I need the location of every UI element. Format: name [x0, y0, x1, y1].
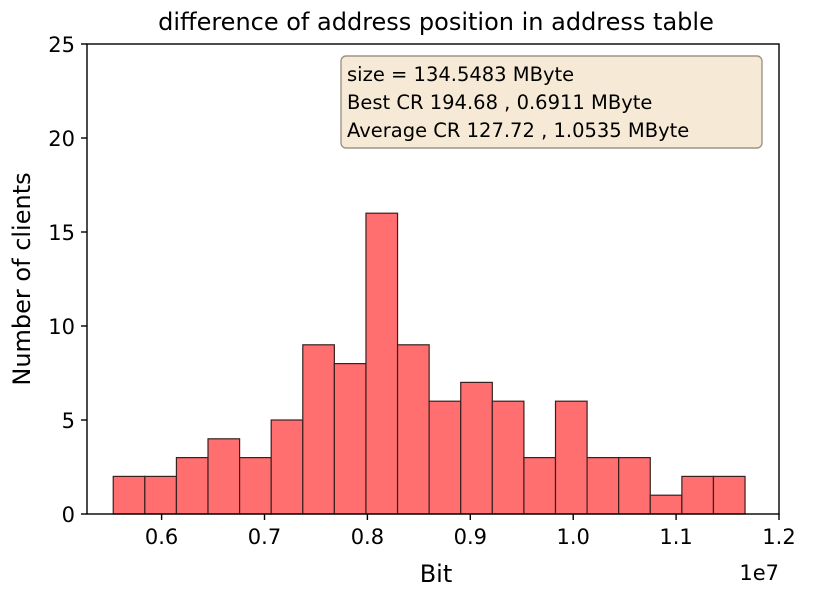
x-tick-label: 1.1	[659, 525, 692, 549]
histogram-bars	[112, 212, 746, 515]
chart-title: difference of address position in addres…	[158, 8, 714, 36]
histogram-bar	[175, 457, 209, 515]
x-axis-ticks: 0.6 0.7 0.8 0.9 1.0 1.1 1.2	[145, 514, 796, 549]
histogram-bar	[112, 475, 146, 515]
x-tick-label: 1.2	[762, 525, 795, 549]
y-tick-label: 15	[48, 221, 75, 245]
histogram-bar	[554, 400, 588, 515]
histogram-bar	[333, 363, 367, 515]
histogram-bar	[428, 400, 462, 515]
y-tick-label: 0	[62, 503, 75, 527]
x-tick-label: 0.8	[351, 525, 384, 549]
x-axis-offset-label: 1e7	[739, 561, 779, 585]
annotation-line-average-cr: Average CR 127.72 , 1.0535 MByte	[347, 119, 689, 142]
plot-frame	[86, 43, 780, 515]
x-tick-label: 1.0	[556, 525, 589, 549]
x-tick-label: 0.9	[454, 525, 487, 549]
x-tick-label: 0.6	[145, 525, 178, 549]
y-tick-label: 10	[48, 315, 75, 339]
histogram-bar	[586, 457, 620, 515]
histogram-bar	[523, 457, 557, 515]
y-tick-label: 20	[48, 127, 75, 151]
y-tick-label: 25	[48, 33, 75, 57]
histogram-bar	[491, 400, 525, 515]
histogram-bar	[207, 438, 241, 515]
y-tick-label: 5	[62, 409, 75, 433]
x-tick-label: 0.7	[248, 525, 281, 549]
histogram-bar	[239, 457, 272, 515]
histogram-bar	[460, 381, 493, 515]
histogram-bar	[618, 457, 651, 515]
annotation-line-size: size = 134.5483 MByte	[347, 63, 574, 86]
y-axis-label: Number of clients	[8, 172, 36, 385]
histogram-bar	[144, 475, 178, 515]
annotation-line-best-cr: Best CR 194.68 , 0.6911 MByte	[347, 91, 652, 114]
histogram-bar	[649, 494, 683, 515]
annotation-box	[340, 55, 763, 149]
histogram-bar	[365, 212, 399, 515]
histogram-bar	[681, 475, 715, 515]
histogram-bar	[302, 344, 335, 515]
histogram-bar	[712, 475, 746, 515]
y-axis-ticks: 0 5 10 15 20 25	[48, 33, 87, 527]
histogram-bar	[270, 419, 304, 515]
stats-annotation: size = 134.5483 MByte Best CR 194.68 , 0…	[340, 55, 763, 149]
histogram-bar	[396, 344, 430, 515]
x-axis-label: Bit	[420, 560, 453, 588]
